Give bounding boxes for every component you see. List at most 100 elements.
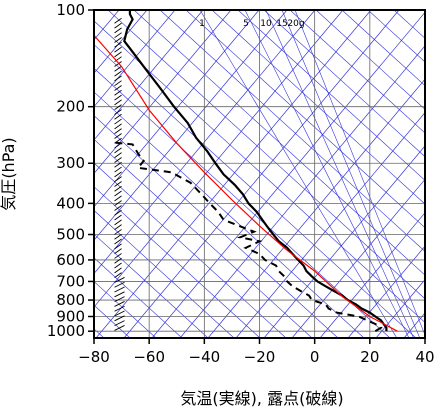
- y-tick-label: 300: [56, 154, 85, 172]
- wind-barb: [114, 161, 122, 168]
- mixing-ratio-line: [199, 10, 398, 338]
- isotherm-line: [347, 245, 425, 338]
- dry-adiabat-line: [94, 67, 391, 338]
- wind-barb: [114, 171, 122, 178]
- wind-barb: [114, 200, 122, 207]
- y-tick-label: 900: [56, 307, 85, 325]
- mixing-ratio-line: [294, 10, 425, 336]
- x-tick-label: −80: [78, 348, 110, 366]
- y-tick-label: 500: [56, 226, 85, 244]
- dry-adiabat-line: [94, 210, 235, 338]
- x-tick-label: 40: [415, 348, 434, 366]
- wind-barb: [114, 229, 122, 235]
- wind-barb: [114, 51, 122, 58]
- wind-barb: [114, 61, 122, 67]
- y-tick-label: 700: [56, 272, 85, 290]
- isotherm-line: [235, 112, 425, 338]
- wind-barb: [114, 27, 122, 34]
- wind-barb: [114, 181, 122, 187]
- wind-barb: [114, 315, 125, 322]
- y-tick-label: 1000: [47, 322, 85, 340]
- dry-adiabat-line: [94, 281, 157, 338]
- dry-adiabat-line: [185, 10, 425, 229]
- x-axis-label: 気温(実線), 露点(破線): [180, 389, 343, 408]
- wind-barb: [114, 17, 122, 24]
- dry-adiabat-line: [94, 44, 417, 338]
- wind-barb: [114, 248, 122, 255]
- wind-barb: [114, 65, 122, 72]
- wind-barb: [114, 85, 122, 91]
- wind-barb: [114, 243, 122, 250]
- dewpoint-line: [110, 141, 383, 333]
- wind-barb: [114, 190, 122, 197]
- wind-barb: [114, 301, 125, 307]
- mixing-ratio-line: [281, 10, 421, 338]
- wind-barb: [114, 133, 122, 139]
- wind-barb: [114, 157, 122, 163]
- isotherm-line: [95, 10, 372, 338]
- dry-adiabat-line: [263, 10, 425, 158]
- dry-adiabat-line: [315, 10, 425, 110]
- dry-adiabat-line: [393, 10, 425, 39]
- mixing-ratio-line: [265, 10, 414, 338]
- isotherm-line: [123, 10, 400, 338]
- wind-barb: [114, 296, 125, 303]
- wind-barb: [114, 128, 122, 135]
- dry-adiabat-line: [94, 257, 183, 338]
- y-tick-label: 200: [56, 98, 85, 116]
- isotherm-line: [179, 45, 425, 338]
- isotherm-line: [94, 10, 260, 208]
- dry-adiabat-line: [289, 10, 425, 134]
- x-tick-label: −20: [244, 348, 276, 366]
- isotherm-line: [263, 145, 425, 338]
- wind-barb: [114, 109, 122, 115]
- x-tick-label: 20: [360, 348, 379, 366]
- isotherm-line: [94, 10, 176, 108]
- y-tick-label: 100: [56, 1, 85, 19]
- x-tick-label: 0: [310, 348, 320, 366]
- background-lines: [94, 10, 425, 338]
- dry-adiabat-line: [94, 186, 261, 338]
- dry-adiabat-line: [133, 10, 425, 276]
- isotherm-line: [94, 10, 316, 275]
- x-tick-label: −40: [189, 348, 221, 366]
- wind-barb: [114, 94, 122, 101]
- isotherm-line: [94, 10, 232, 174]
- mixing-ratio-label: 20g: [287, 19, 304, 29]
- wind-barb: [114, 195, 122, 202]
- wind-barb: [114, 147, 122, 154]
- wind-barb: [114, 80, 122, 87]
- wind-barb: [114, 113, 122, 120]
- wind-barb: [114, 46, 122, 53]
- y-tick-label: 600: [56, 251, 85, 269]
- wind-barb: [114, 277, 125, 283]
- wind-barb: [114, 89, 122, 96]
- mixing-ratio-line: [244, 10, 410, 338]
- dry-adiabat-line: [94, 20, 425, 323]
- mixing-ratio-label: 15: [276, 19, 287, 29]
- wind-barb: [114, 281, 125, 288]
- wind-barb: [114, 262, 122, 269]
- wind-barb: [114, 118, 122, 125]
- dry-adiabat-line: [94, 91, 365, 338]
- wind-barb: [114, 305, 125, 312]
- isotherm-line: [291, 178, 425, 338]
- wind-barb: [114, 176, 122, 183]
- isotherm-line: [319, 212, 425, 338]
- dry-adiabat-line: [94, 233, 209, 338]
- grid: [94, 10, 425, 338]
- isotherm-line: [403, 312, 425, 338]
- isotherm-line: [94, 10, 204, 141]
- wind-barb: [114, 166, 122, 173]
- wind-barb: [114, 209, 122, 216]
- dry-adiabat-line: [237, 10, 425, 181]
- wind-barb: [114, 253, 122, 259]
- mixing-ratio-label: 5: [243, 19, 249, 29]
- wind-barb: [114, 325, 125, 331]
- wind-barb: [114, 99, 122, 106]
- isotherm-line: [151, 11, 425, 338]
- mixing-ratio-label: 10: [260, 19, 272, 29]
- wind-barb: [114, 104, 122, 111]
